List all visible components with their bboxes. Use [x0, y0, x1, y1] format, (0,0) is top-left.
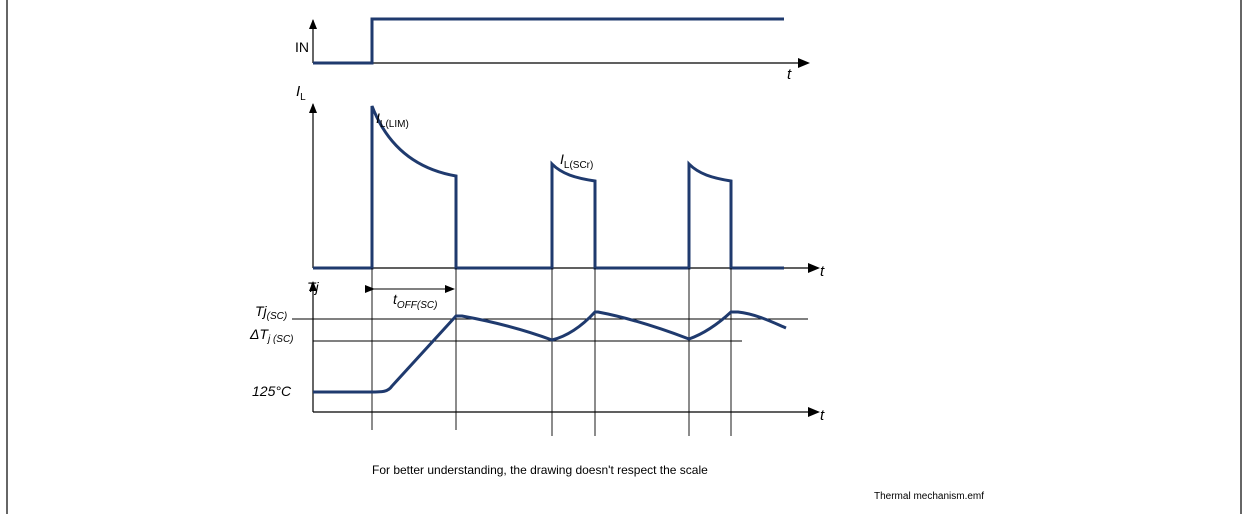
tj-sc-label: Tj(SC)	[255, 303, 287, 322]
toff-label: tOFF(SC)	[393, 291, 437, 311]
tj-waveform	[313, 310, 787, 394]
il-waveform	[313, 105, 784, 270]
in-waveform	[313, 17, 784, 65]
temp-125-label: 125°C	[252, 383, 292, 399]
t-label-bottom: t	[820, 407, 825, 424]
t-label-mid: t	[820, 263, 825, 280]
il-axis-label: IL	[296, 83, 306, 103]
tj-axis-label: Tj	[307, 279, 320, 295]
il-sc-label: IL(SCr)	[560, 151, 593, 171]
delta-tj-label: ΔTj (SC)	[249, 326, 294, 345]
t-label-top: t	[787, 66, 792, 83]
il-lim-label: IL(LIM)	[376, 110, 409, 130]
in-label: IN	[295, 39, 309, 55]
scale-caption: For better understanding, the drawing do…	[372, 463, 708, 477]
file-name: Thermal mechanism.emf	[874, 491, 984, 502]
